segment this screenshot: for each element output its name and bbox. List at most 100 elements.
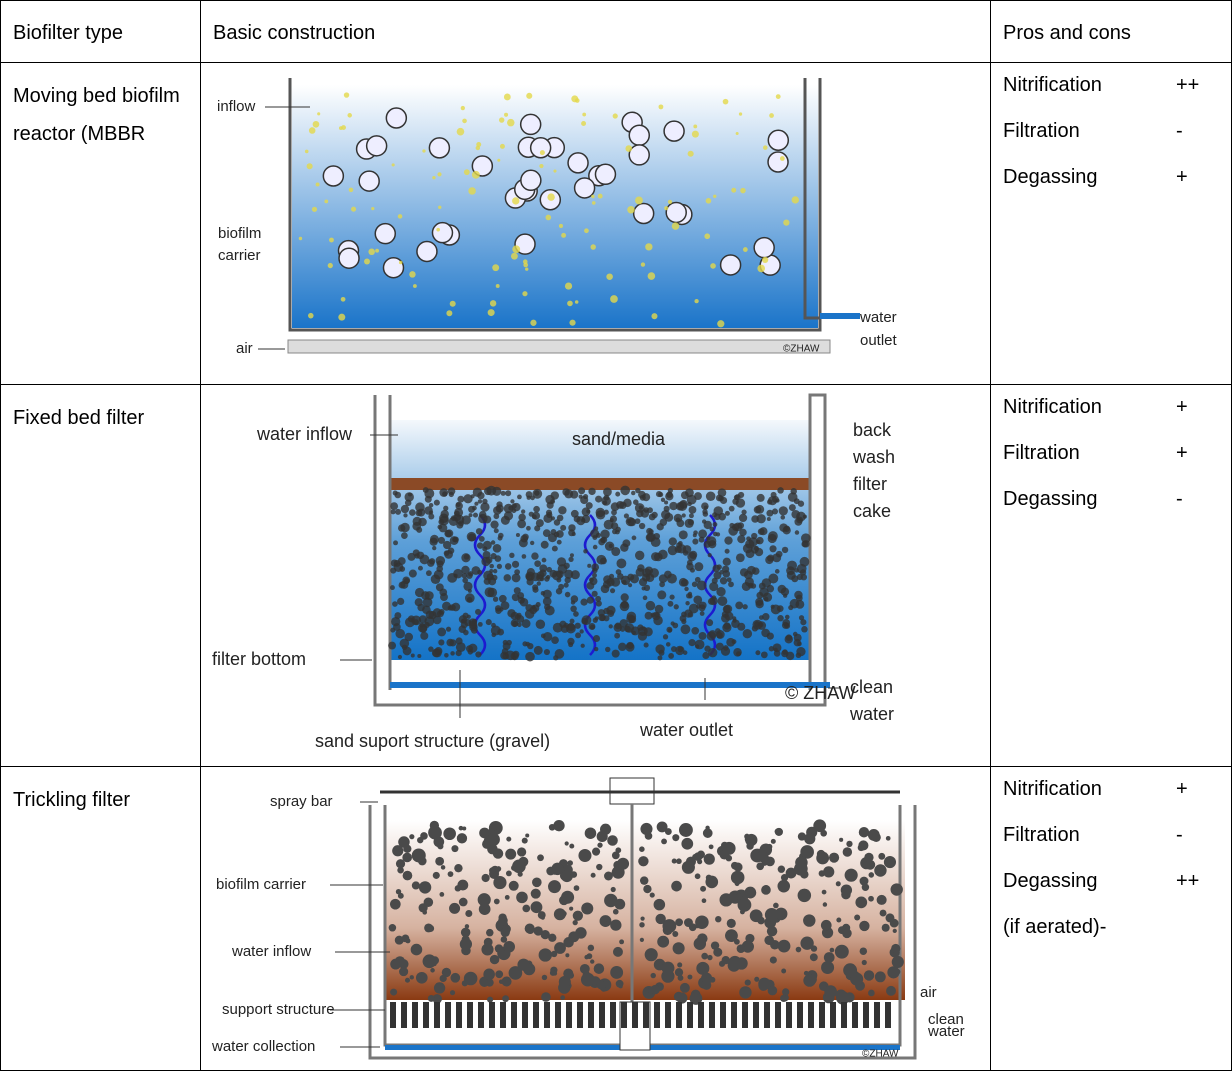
carrier-piece	[795, 946, 802, 953]
grain	[528, 511, 534, 517]
grain	[679, 499, 688, 509]
grain	[745, 539, 755, 549]
grain	[417, 508, 426, 517]
criterion: Nitrification	[1003, 778, 1102, 800]
carrier	[719, 254, 742, 276]
grain	[767, 554, 775, 562]
grain	[492, 596, 499, 602]
carrier-piece	[730, 870, 745, 885]
carrier-piece	[708, 844, 714, 850]
grain	[438, 639, 445, 646]
grain	[602, 580, 612, 589]
grain	[760, 651, 768, 659]
bubble	[612, 113, 618, 119]
carrier-piece	[530, 901, 543, 914]
grain	[759, 527, 768, 536]
grain	[444, 652, 449, 658]
grain	[699, 611, 705, 616]
grain	[416, 526, 423, 533]
grain	[510, 611, 519, 621]
grain	[802, 540, 810, 548]
grain	[777, 487, 784, 494]
grain	[681, 618, 687, 625]
grain	[634, 550, 645, 561]
rating: +	[1176, 442, 1188, 464]
bubble	[713, 194, 717, 198]
carrier-piece	[803, 974, 816, 987]
bubble	[503, 93, 511, 101]
carrier-piece	[829, 947, 835, 953]
grain	[491, 574, 498, 581]
grain	[717, 596, 728, 606]
grain	[575, 632, 582, 639]
grain	[631, 535, 637, 541]
grain	[668, 537, 677, 546]
support-bar	[753, 1002, 759, 1028]
grain	[564, 591, 571, 598]
carrier-piece	[458, 825, 464, 831]
grain	[434, 647, 443, 656]
grain	[713, 571, 722, 580]
carrier-piece	[769, 956, 777, 964]
grain	[513, 587, 521, 595]
grain	[556, 539, 562, 545]
support-bar	[797, 1002, 803, 1028]
carrier-piece	[449, 902, 461, 914]
grain	[526, 578, 534, 586]
grain	[417, 653, 422, 659]
support-bar	[830, 1002, 836, 1028]
grain	[506, 639, 512, 646]
support-bar	[588, 1002, 594, 1028]
grain	[745, 549, 755, 559]
grain	[482, 498, 488, 505]
grain	[775, 550, 783, 558]
grain	[482, 540, 492, 550]
carrier-piece	[449, 990, 456, 996]
carrier-piece	[526, 925, 535, 935]
carrier-piece	[687, 974, 693, 980]
diagram-label: water	[849, 704, 894, 724]
grain	[442, 491, 448, 497]
grain	[493, 528, 499, 534]
carrier-piece	[681, 837, 694, 850]
grain	[587, 563, 592, 568]
grain	[791, 509, 801, 519]
grain	[795, 599, 805, 609]
bubble	[704, 233, 711, 240]
grain	[709, 581, 719, 592]
carrier-piece	[868, 895, 874, 902]
grain	[474, 501, 479, 506]
grain	[706, 536, 717, 547]
carrier-piece	[537, 911, 546, 920]
carrier-piece	[558, 975, 571, 988]
carrier-piece	[456, 833, 468, 844]
grain	[432, 608, 442, 618]
grain	[535, 602, 541, 608]
carrier-piece	[489, 867, 496, 874]
carrier-piece	[785, 867, 797, 879]
carrier-piece	[800, 845, 814, 859]
type-cell: Moving bed biofilm reactor (MBBR	[0, 62, 200, 384]
bubble	[340, 296, 346, 302]
grain	[522, 533, 529, 541]
carrier-piece	[761, 885, 771, 895]
carrier-piece	[498, 913, 507, 922]
grain	[696, 580, 707, 591]
carrier-piece	[842, 847, 853, 857]
bubble	[667, 199, 673, 205]
grain	[475, 651, 482, 658]
grain	[670, 621, 675, 626]
diagram-label: air	[236, 340, 253, 357]
carrier-piece	[495, 866, 502, 872]
carrier-piece	[650, 984, 660, 995]
type-cell: Fixed bed filter	[0, 384, 200, 766]
carrier-piece	[596, 863, 603, 871]
grain	[599, 615, 606, 622]
carrier-piece	[643, 884, 652, 894]
bubble	[471, 170, 480, 179]
carrier-piece	[549, 969, 557, 976]
carrier-piece	[521, 837, 528, 844]
bubble	[658, 104, 664, 110]
carrier-piece	[619, 939, 625, 945]
grain	[492, 543, 502, 553]
